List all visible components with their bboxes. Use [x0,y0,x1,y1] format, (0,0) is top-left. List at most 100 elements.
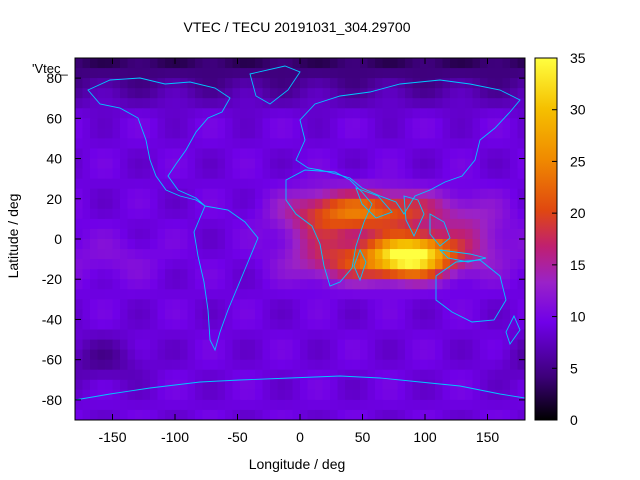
heatmap-cell [157,389,166,401]
heatmap-cell [450,228,459,240]
colorbar-tick-label: 10 [570,309,586,325]
heatmap-cell [262,299,271,310]
heatmap-cell [187,329,196,341]
heatmap-cell [442,279,451,290]
heatmap-cell [315,399,324,411]
heatmap-cell [292,228,301,240]
heatmap-cell [330,148,339,160]
heatmap-cell [255,239,264,250]
heatmap-cell [397,309,406,321]
heatmap-cell [270,128,279,140]
heatmap-cell [360,88,369,99]
heatmap-cell [187,158,196,170]
heatmap-cell [472,299,481,310]
heatmap-cell [480,128,489,140]
heatmap-cell [510,399,519,411]
heatmap-cell [232,148,241,160]
heatmap-cell [472,218,481,230]
heatmap-cell [517,349,525,361]
heatmap-cell [502,239,511,250]
heatmap-cell [472,168,481,180]
heatmap-cell [202,58,211,69]
heatmap-cell [157,128,166,140]
heatmap-cell [255,339,264,351]
heatmap-cell [135,58,144,69]
heatmap-cell [472,269,481,280]
heatmap-cell [397,218,406,230]
heatmap-cell [157,349,166,361]
heatmap-cell [517,58,525,69]
heatmap-cell [315,369,324,381]
heatmap-cell [262,98,271,109]
heatmap-cell [82,178,91,190]
heatmap-cell [517,299,525,310]
heatmap-cell [292,339,301,351]
heatmap-cell [502,259,511,270]
heatmap-cell [382,289,391,300]
y-axis-label: Latitude / deg [5,194,21,279]
heatmap-cell [300,269,309,280]
heatmap-cell [337,148,346,160]
heatmap-cell [435,218,444,230]
heatmap-cell [502,58,511,69]
heatmap-cell [262,259,271,270]
heatmap-cell [210,158,219,170]
heatmap-cell [367,299,376,310]
heatmap-cell [442,108,451,119]
heatmap-cell [262,78,271,89]
heatmap-cell [510,58,519,69]
heatmap-cell [180,178,189,190]
heatmap-cell [487,158,496,170]
heatmap-cell [487,88,496,99]
heatmap-cell [472,239,481,250]
heatmap-cell [450,118,459,129]
heatmap-cell [195,198,204,210]
heatmap-cell [382,279,391,290]
heatmap-cell [165,128,174,140]
heatmap-cell [255,118,264,129]
heatmap-cell [352,289,361,300]
heatmap-cell [337,379,346,391]
heatmap-cell [187,319,196,331]
heatmap-cell [187,399,196,411]
heatmap-cell [135,208,144,220]
heatmap-cell [225,128,234,140]
heatmap-cell [120,118,129,129]
heatmap-cell [300,68,309,79]
heatmap-cell [427,58,436,69]
heatmap-cell [457,379,466,391]
heatmap-cell [360,299,369,310]
heatmap-cell [225,389,234,401]
heatmap-cell [262,168,271,180]
heatmap-cell [105,309,114,321]
heatmap-cell [127,279,136,290]
heatmap-cell [112,78,121,89]
heatmap-cell [427,98,436,109]
heatmap-cell [397,269,406,280]
heatmap-cell [262,279,271,290]
heatmap-cell [352,259,361,270]
heatmap-cell [405,329,414,341]
heatmap-cell [232,319,241,331]
heatmap-cell [270,178,279,190]
heatmap-cell [517,208,525,220]
heatmap-cell [472,329,481,341]
heatmap-cell [382,178,391,190]
heatmap-cell [360,168,369,180]
heatmap-cell [75,369,84,381]
heatmap-cell [187,118,196,129]
heatmap-cell [82,128,91,140]
heatmap-cell [285,289,294,300]
heatmap-cell [210,299,219,310]
heatmap-cell [277,389,286,401]
heatmap-cell [427,168,436,180]
heatmap-cell [352,279,361,290]
heatmap-cell [285,329,294,341]
heatmap-cell [195,158,204,170]
heatmap-cell [217,249,226,260]
heatmap-cell [210,279,219,290]
heatmap-cell [382,249,391,260]
heatmap-cell [367,369,376,381]
heatmap-cell [465,289,474,300]
heatmap-cell [345,188,354,200]
